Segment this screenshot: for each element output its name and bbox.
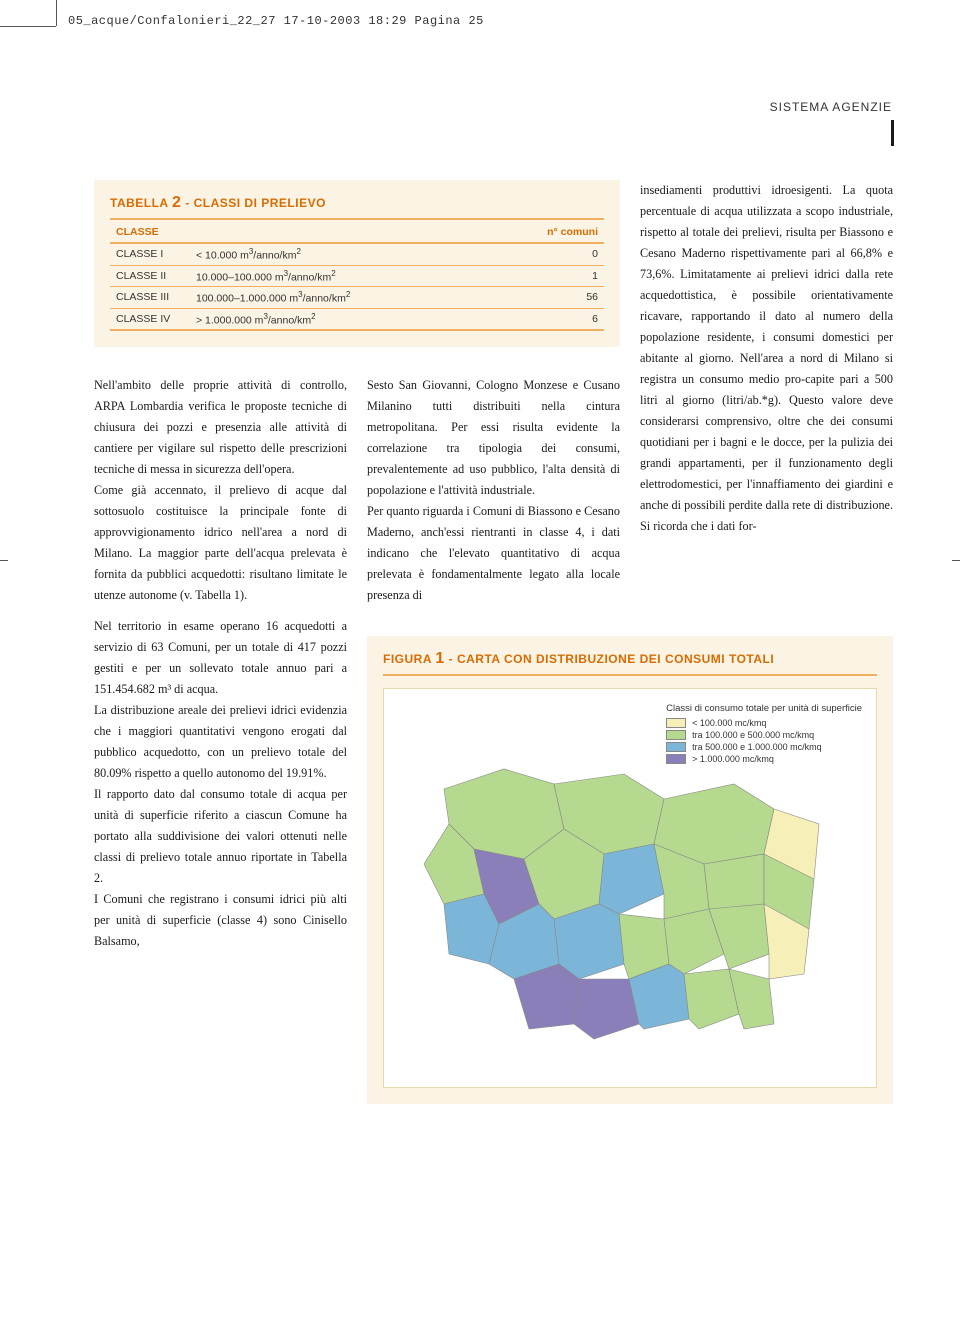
figure-title-prefix: FIGURA bbox=[383, 652, 435, 666]
cell-count: 6 bbox=[490, 308, 604, 330]
figure-title-suffix: - CARTA CON DISTRIBUZIONE DEI CONSUMI TO… bbox=[445, 652, 774, 666]
table: CLASSE n° comuni CLASSE I< 10.000 m3/ann… bbox=[110, 222, 604, 331]
cell-count: 56 bbox=[490, 287, 604, 309]
legend-title: Classi di consumo totale per unità di su… bbox=[666, 703, 862, 714]
table-header-class: CLASSE bbox=[110, 222, 190, 243]
body-column-1: Nell'ambito delle proprie attività di co… bbox=[94, 375, 347, 606]
table-title-prefix: TABELLA bbox=[110, 196, 172, 210]
paragraph: La distribuzione areale dei prelievi idr… bbox=[94, 700, 347, 784]
crop-mark bbox=[0, 26, 56, 27]
paragraph: Per quanto riguarda i Comuni di Biassono… bbox=[367, 501, 620, 606]
table-header-count: n° comuni bbox=[490, 222, 604, 243]
legend-swatch bbox=[666, 718, 686, 728]
table-title-suffix: - CLASSI DI PRELIEVO bbox=[181, 196, 326, 210]
paragraph: Nel territorio in esame operano 16 acque… bbox=[94, 616, 347, 700]
legend-swatch bbox=[666, 730, 686, 740]
legend-row: < 100.000 mc/kmq bbox=[666, 718, 862, 728]
cell-count: 1 bbox=[490, 265, 604, 287]
section-label: SISTEMA AGENZIE bbox=[94, 100, 894, 114]
body-column-2: Sesto San Giovanni, Cologno Monzese e Cu… bbox=[367, 375, 620, 606]
cell-range: 100.000–1.000.000 m3/anno/km2 bbox=[190, 287, 490, 309]
legend-row: > 1.000.000 mc/kmq bbox=[666, 754, 862, 764]
cell-range: < 10.000 m3/anno/km2 bbox=[190, 243, 490, 265]
cell-range: 10.000–100.000 m3/anno/km2 bbox=[190, 265, 490, 287]
paragraph: I Comuni che registrano i consumi idrici… bbox=[94, 889, 347, 952]
print-meta-line: 05_acque/Confalonieri_22_27 17-10-2003 1… bbox=[68, 14, 484, 28]
legend-row: tra 500.000 e 1.000.000 mc/kmq bbox=[666, 742, 862, 752]
cell-class: CLASSE III bbox=[110, 287, 190, 309]
cell-class: CLASSE IV bbox=[110, 308, 190, 330]
table-row: CLASSE III100.000–1.000.000 m3/anno/km25… bbox=[110, 287, 604, 309]
legend-label: tra 100.000 e 500.000 mc/kmq bbox=[692, 730, 814, 740]
legend-label: < 100.000 mc/kmq bbox=[692, 718, 766, 728]
table-row: CLASSE I< 10.000 m3/anno/km20 bbox=[110, 243, 604, 265]
table-title-number: 2 bbox=[172, 194, 181, 211]
map-container: Classi di consumo totale per unità di su… bbox=[383, 688, 877, 1088]
figure-title-number: 1 bbox=[435, 650, 444, 667]
crop-mark bbox=[952, 560, 960, 561]
paragraph: Il rapporto dato dal consumo totale di a… bbox=[94, 784, 347, 889]
cell-class: CLASSE I bbox=[110, 243, 190, 265]
body-column-1-continued: Nel territorio in esame operano 16 acque… bbox=[94, 616, 347, 1104]
body-column-3: insediamenti produttivi idroesigenti. La… bbox=[640, 180, 893, 606]
legend-swatch bbox=[666, 754, 686, 764]
table-row: CLASSE II10.000–100.000 m3/anno/km21 bbox=[110, 265, 604, 287]
paragraph: Nell'ambito delle proprie attività di co… bbox=[94, 375, 347, 480]
section-rule bbox=[94, 120, 894, 146]
paragraph: insediamenti produttivi idroesigenti. La… bbox=[640, 180, 893, 537]
paragraph: Sesto San Giovanni, Cologno Monzese e Cu… bbox=[367, 375, 620, 501]
map-legend: Classi di consumo totale per unità di su… bbox=[666, 703, 862, 766]
legend-label: tra 500.000 e 1.000.000 mc/kmq bbox=[692, 742, 822, 752]
choropleth-map bbox=[404, 729, 834, 1069]
cell-range: > 1.000.000 m3/anno/km2 bbox=[190, 308, 490, 330]
table-row: CLASSE IV> 1.000.000 m3/anno/km26 bbox=[110, 308, 604, 330]
table-title: TABELLA 2 - CLASSI DI PRELIEVO bbox=[110, 194, 604, 220]
legend-label: > 1.000.000 mc/kmq bbox=[692, 754, 774, 764]
cell-class: CLASSE II bbox=[110, 265, 190, 287]
crop-mark bbox=[56, 0, 57, 26]
table-classi-prelievo: TABELLA 2 - CLASSI DI PRELIEVO CLASSE n°… bbox=[94, 180, 620, 347]
table-header-blank bbox=[190, 222, 490, 243]
figure-block: FIGURA 1 - CARTA CON DISTRIBUZIONE DEI C… bbox=[367, 616, 893, 1104]
paragraph: Come già accennato, il prelievo di acque… bbox=[94, 480, 347, 606]
legend-swatch bbox=[666, 742, 686, 752]
figure-title: FIGURA 1 - CARTA CON DISTRIBUZIONE DEI C… bbox=[383, 650, 877, 676]
page-content: SISTEMA AGENZIE TABELLA 2 - CLASSI DI PR… bbox=[94, 100, 894, 1104]
left-block: TABELLA 2 - CLASSI DI PRELIEVO CLASSE n°… bbox=[94, 180, 620, 606]
legend-row: tra 100.000 e 500.000 mc/kmq bbox=[666, 730, 862, 740]
figure-carta-consumi: FIGURA 1 - CARTA CON DISTRIBUZIONE DEI C… bbox=[367, 636, 893, 1104]
cell-count: 0 bbox=[490, 243, 604, 265]
crop-mark bbox=[0, 560, 8, 561]
